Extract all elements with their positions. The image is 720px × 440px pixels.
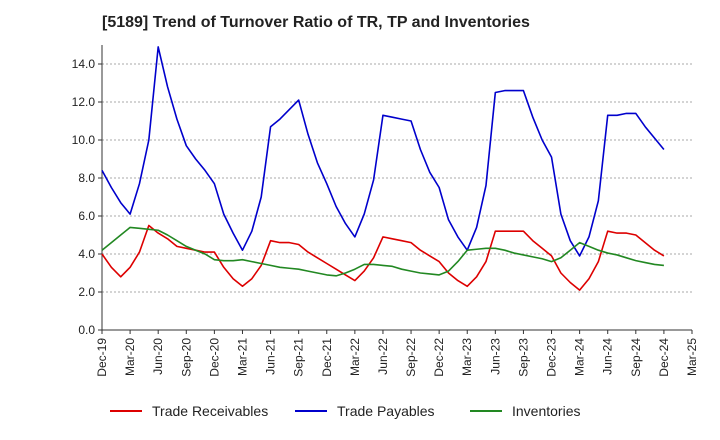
x-tick-label: Jun-23: [488, 338, 502, 375]
x-tick-labels: Dec-19 Mar-20 Jun-20 Sep-20 Dec-20 Mar-21 Jun-…: [95, 338, 699, 377]
legend-item-trade-receivables: Trade Receivables: [110, 403, 268, 419]
x-tick-label: Dec-22: [432, 338, 446, 377]
y-tick-labels: 0.0 2.0 4.0 6.0 8.0 10.0 12.0 14.0: [72, 57, 96, 337]
grid-lines: [102, 63, 692, 293]
x-tick-label: Dec-20: [207, 338, 221, 377]
x-tick-label: Sep-21: [292, 338, 306, 377]
x-tick-label: Sep-24: [629, 338, 643, 377]
y-tick-label: 10.0: [72, 133, 96, 147]
chart-title: [5189] Trend of Turnover Ratio of TR, TP…: [102, 14, 530, 31]
x-tick-label: Dec-19: [95, 338, 109, 377]
x-tick-label: Mar-24: [573, 338, 587, 376]
legend-label: Trade Receivables: [152, 403, 268, 419]
x-tick-label: Mar-21: [235, 338, 249, 376]
series-line-trade-receivables: [101, 224, 665, 291]
legend: Trade Receivables Trade Payables Inventori…: [110, 403, 580, 419]
x-tick-label: Dec-23: [545, 338, 559, 377]
x-tick-label: Mar-20: [123, 338, 137, 376]
y-tick-label: 8.0: [78, 171, 95, 185]
x-tick-label: Dec-21: [320, 338, 334, 377]
x-tick-label: Jun-20: [151, 338, 165, 375]
y-tick-label: 14.0: [72, 57, 96, 71]
y-tick-label: 12.0: [72, 95, 96, 109]
y-tick-label: 0.0: [78, 323, 95, 337]
y-tick-label: 4.0: [78, 247, 95, 261]
x-tick-label: Mar-22: [348, 338, 362, 376]
axes: [98, 45, 693, 334]
legend-label: Trade Payables: [337, 403, 435, 419]
x-tick-label: Mar-25: [685, 338, 699, 376]
x-tick-label: Sep-23: [516, 338, 530, 377]
series-line-trade-payables: [101, 46, 665, 257]
series-lines: [101, 46, 665, 291]
y-tick-label: 6.0: [78, 209, 95, 223]
legend-item-inventories: Inventories: [470, 403, 580, 419]
legend-label: Inventories: [512, 403, 580, 419]
x-tick-label: Dec-24: [657, 338, 671, 377]
x-tick-label: Sep-22: [404, 338, 418, 377]
legend-item-trade-payables: Trade Payables: [295, 403, 435, 419]
x-tick-label: Jun-24: [601, 338, 615, 375]
y-tick-label: 2.0: [78, 285, 95, 299]
x-tick-label: Jun-22: [376, 338, 390, 375]
x-tick-label: Sep-20: [179, 338, 193, 377]
x-tick-label: Jun-21: [264, 338, 278, 375]
x-tick-label: Mar-23: [460, 338, 474, 376]
series-line-inventories: [101, 226, 664, 277]
